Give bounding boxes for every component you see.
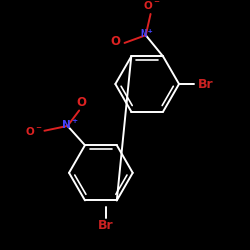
Text: O: O bbox=[76, 96, 86, 109]
Text: $\mathregular{O^-}$: $\mathregular{O^-}$ bbox=[143, 0, 160, 11]
Text: Br: Br bbox=[98, 220, 114, 232]
Text: $\mathregular{N^+}$: $\mathregular{N^+}$ bbox=[61, 118, 78, 130]
Text: $\mathregular{O^-}$: $\mathregular{O^-}$ bbox=[25, 125, 43, 137]
Text: Br: Br bbox=[198, 78, 214, 90]
Text: O: O bbox=[111, 36, 121, 49]
Text: $\mathregular{N^+}$: $\mathregular{N^+}$ bbox=[140, 28, 154, 40]
